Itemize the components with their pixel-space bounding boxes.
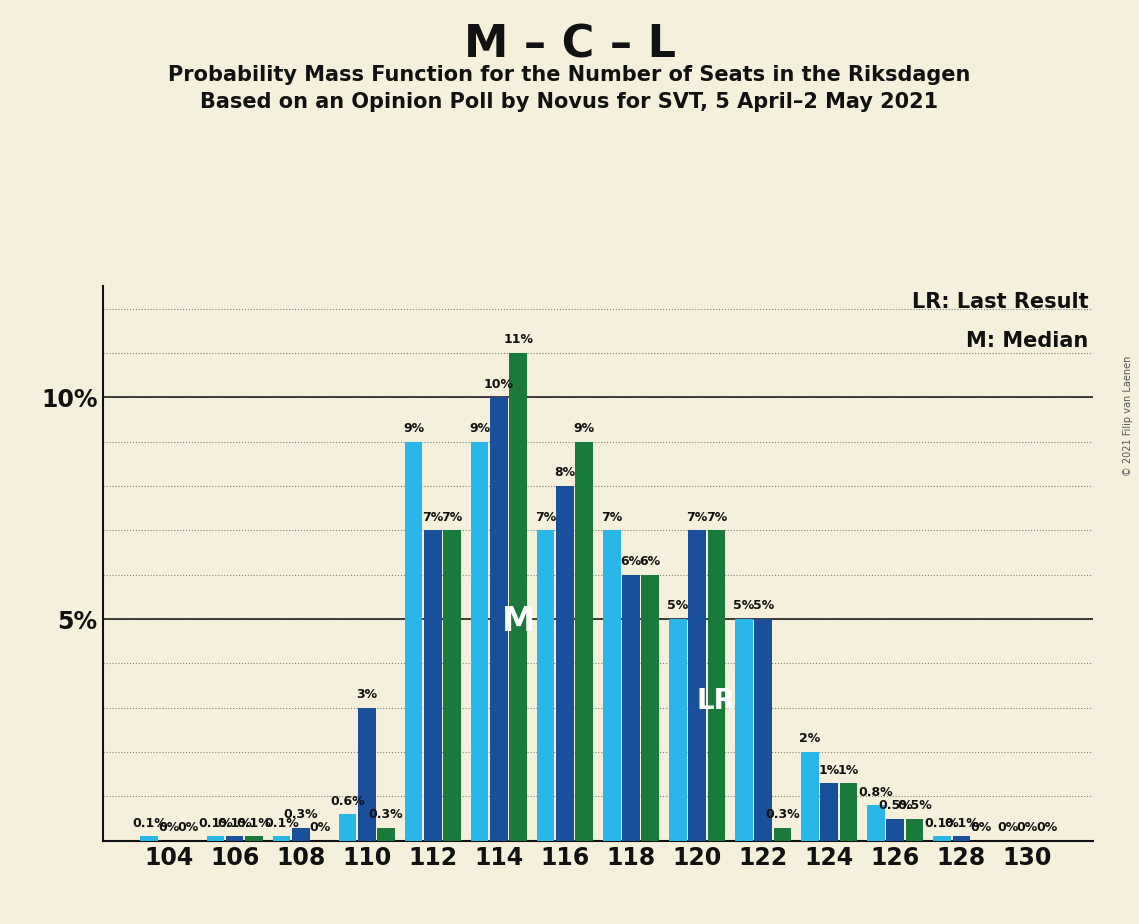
Bar [245,836,263,841]
Text: 1%: 1% [838,763,859,776]
Text: 1%: 1% [819,763,839,776]
Text: 7%: 7% [535,511,556,524]
Text: 5%: 5% [734,600,754,613]
Text: 0.6%: 0.6% [330,795,364,808]
Bar [404,442,423,841]
Text: Based on an Opinion Poll by Novus for SVT, 5 April–2 May 2021: Based on an Opinion Poll by Novus for SV… [200,92,939,113]
Text: 2%: 2% [800,733,820,746]
Bar [424,530,442,841]
Bar [952,836,970,841]
Bar [688,530,706,841]
Bar [536,530,555,841]
Text: 0.8%: 0.8% [859,785,893,798]
Text: 0%: 0% [158,821,179,834]
Text: 6%: 6% [621,555,641,568]
Text: LR: LR [697,687,736,715]
Text: 5%: 5% [753,600,773,613]
Text: M: M [501,605,535,638]
Text: 8%: 8% [555,467,575,480]
Text: 0%: 0% [1017,821,1038,834]
Bar [669,619,687,841]
Text: M – C – L: M – C – L [464,23,675,67]
Bar [820,784,838,841]
Text: 5%: 5% [667,600,688,613]
Text: 0.1%: 0.1% [925,817,959,830]
Text: 7%: 7% [601,511,622,524]
Bar [933,836,951,841]
Bar [443,530,461,841]
Bar [707,530,726,841]
Bar [575,442,593,841]
Text: 7%: 7% [706,511,727,524]
Bar [839,784,858,841]
Bar [272,836,290,841]
Text: 0.3%: 0.3% [284,808,318,821]
Bar [735,619,753,841]
Text: 10%: 10% [484,378,514,391]
Text: 7%: 7% [687,511,707,524]
Text: LR: Last Result: LR: Last Result [912,292,1089,312]
Bar [867,806,885,841]
Bar [292,828,310,841]
Text: 9%: 9% [403,422,424,435]
Bar [641,575,659,841]
Text: 7%: 7% [423,511,443,524]
Text: 9%: 9% [574,422,595,435]
Text: 0.1%: 0.1% [132,817,166,830]
Text: 0%: 0% [998,821,1018,834]
Bar [556,486,574,841]
Text: 0%: 0% [178,821,198,834]
Text: 0.1%: 0.1% [198,817,232,830]
Text: 0%: 0% [1036,821,1057,834]
Text: 0.3%: 0.3% [369,808,403,821]
Text: 9%: 9% [469,422,490,435]
Bar [490,397,508,841]
Text: 11%: 11% [503,334,533,346]
Bar [470,442,489,841]
Bar [509,353,527,841]
Text: © 2021 Filip van Laenen: © 2021 Filip van Laenen [1123,356,1133,476]
Text: 0%: 0% [310,821,330,834]
Bar [906,819,924,841]
Text: 0.1%: 0.1% [944,817,978,830]
Bar [226,836,244,841]
Text: 3%: 3% [357,688,377,701]
Text: 0.1%: 0.1% [237,817,271,830]
Bar [140,836,158,841]
Bar [338,814,357,841]
Bar [773,828,792,841]
Text: 0%: 0% [970,821,991,834]
Text: 6%: 6% [640,555,661,568]
Text: 7%: 7% [442,511,462,524]
Bar [801,752,819,841]
Text: M: Median: M: Median [966,331,1089,351]
Bar [886,819,904,841]
Bar [603,530,621,841]
Text: 0.1%: 0.1% [264,817,298,830]
Bar [622,575,640,841]
Text: 0.5%: 0.5% [878,799,912,812]
Bar [377,828,395,841]
Text: Probability Mass Function for the Number of Seats in the Riksdagen: Probability Mass Function for the Number… [169,65,970,85]
Text: 0.3%: 0.3% [765,808,800,821]
Text: 0.5%: 0.5% [898,799,932,812]
Bar [754,619,772,841]
Bar [358,708,376,841]
Text: 0.1%: 0.1% [218,817,252,830]
Bar [206,836,224,841]
